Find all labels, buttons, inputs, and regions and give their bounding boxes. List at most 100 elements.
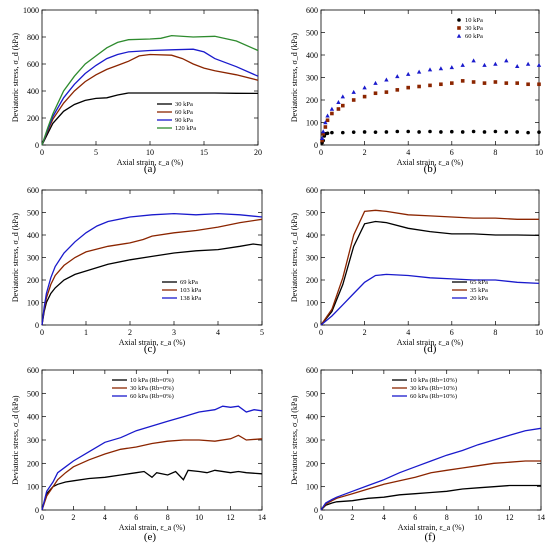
x-tick-label: 10 [474, 513, 482, 522]
legend-marker [457, 26, 461, 30]
x-tick-label: 0 [40, 328, 44, 337]
y-tick-label: 600 [306, 6, 318, 15]
x-tick-label: 5 [94, 148, 98, 157]
series-line [41, 434, 263, 511]
series-a-1 [41, 53, 259, 146]
y-tick-label: 200 [27, 459, 39, 468]
series-d-0 [320, 220, 540, 326]
y-axis-label: Deviatoric stress, σ_d (kPa) [11, 213, 20, 303]
series-line [41, 405, 263, 511]
x-tick-label: 14 [258, 513, 266, 522]
y-tick-label: 500 [306, 209, 318, 218]
panel-label: (d) [424, 343, 437, 355]
x-tick-label: 2 [363, 148, 367, 157]
x-tick-label: 0 [319, 328, 323, 337]
x-tick-label: 2 [71, 513, 75, 522]
x-axis-label: Axial strain, ε_a (%) [397, 338, 464, 347]
series-f-2 [320, 427, 542, 511]
y-tick-label: 500 [306, 389, 318, 398]
legend-entry: 103 kPa [180, 287, 201, 294]
data-point [439, 130, 443, 134]
series-f-1 [320, 460, 541, 511]
plot-frame [320, 189, 540, 326]
x-axis-label: Axial strain, ε_a (%) [397, 158, 464, 167]
series-c-1 [41, 218, 263, 326]
legend-entry: 30 kPa [465, 25, 483, 32]
data-point [504, 81, 509, 85]
legend-entry: 10 kPa (Rb=0%) [130, 377, 174, 384]
y-tick-label: 500 [27, 389, 39, 398]
x-tick-label: 8 [166, 513, 170, 522]
series-a-3 [41, 34, 259, 146]
x-tick-label: 10 [195, 513, 203, 522]
y-tick-label: 400 [27, 87, 39, 96]
y-tick-label: 500 [306, 29, 318, 38]
x-axis-label: Axial strain, ε_a (%) [398, 523, 465, 532]
data-point [471, 129, 476, 134]
data-point [537, 82, 541, 87]
x-tick-label: 20 [254, 148, 262, 157]
x-tick-label: 3 [172, 328, 176, 337]
data-point [428, 83, 432, 88]
series-a-0 [41, 92, 259, 146]
data-point [336, 100, 341, 105]
data-point [323, 125, 328, 129]
data-point [384, 90, 389, 94]
legend-entry: 30 kPa (Rb=0%) [130, 385, 174, 392]
data-point [515, 81, 519, 85]
x-tick-label: 1 [84, 328, 88, 337]
data-point [373, 91, 378, 96]
data-point [320, 129, 326, 134]
x-tick-label: 10 [535, 148, 543, 157]
data-point [427, 67, 433, 72]
legend-entry: 30 kPa [175, 101, 193, 108]
series-line [41, 92, 259, 146]
data-point [340, 94, 345, 99]
legend-entry: 20 kPa [470, 295, 488, 302]
x-tick-label: 12 [506, 513, 514, 522]
legend-entry: 10 kPa [465, 17, 483, 24]
y-tick-label: 600 [27, 186, 39, 195]
legend-marker [456, 33, 462, 38]
data-point [417, 130, 421, 134]
data-point [482, 81, 487, 85]
data-point [482, 62, 487, 67]
data-point [417, 84, 421, 89]
data-point [395, 88, 400, 92]
series-line [41, 34, 259, 146]
x-axis-label: Axial strain, ε_a (%) [117, 158, 184, 167]
y-tick-label: 300 [27, 436, 39, 445]
panel-label: (f) [425, 531, 436, 543]
data-point [362, 85, 367, 90]
y-tick-label: 100 [27, 483, 39, 492]
legend-entry: 60 kPa [465, 33, 483, 40]
chart-panel-e: 0 100 200 300 400 500 600 0 2 4 6 8 10 12 14 Axial stra… [11, 366, 266, 543]
y-axis-label: Deviatoric stress, σ_d (kPa) [11, 33, 20, 123]
y-tick-label: 200 [306, 276, 318, 285]
series-line [41, 469, 263, 511]
data-point [351, 98, 356, 102]
data-point [536, 62, 542, 67]
data-point [482, 130, 487, 134]
y-tick-label: 400 [306, 51, 318, 60]
panel-label: (c) [144, 343, 157, 355]
data-point [395, 129, 400, 134]
data-point [493, 61, 498, 66]
data-point [373, 80, 378, 85]
y-tick-label: 600 [306, 186, 318, 195]
y-tick-label: 600 [27, 366, 39, 375]
data-point [504, 58, 509, 63]
series-line [320, 484, 541, 511]
series-line [320, 220, 540, 326]
y-tick-label: 200 [306, 459, 318, 468]
data-point [416, 69, 422, 74]
data-point [325, 131, 330, 136]
data-point [406, 71, 411, 76]
chart-panel-a: 0 200 400 600 800 1000 0 5 10 15 20 Axial strain, ε… [11, 6, 262, 175]
x-tick-label: 2 [128, 328, 132, 337]
legend-entry: 65 kPa [470, 279, 488, 286]
series-line [320, 209, 539, 326]
legend: 10 kPa (Rb=10%)30 kPa (Rb=10%)60 kPa (Rb… [392, 377, 457, 400]
